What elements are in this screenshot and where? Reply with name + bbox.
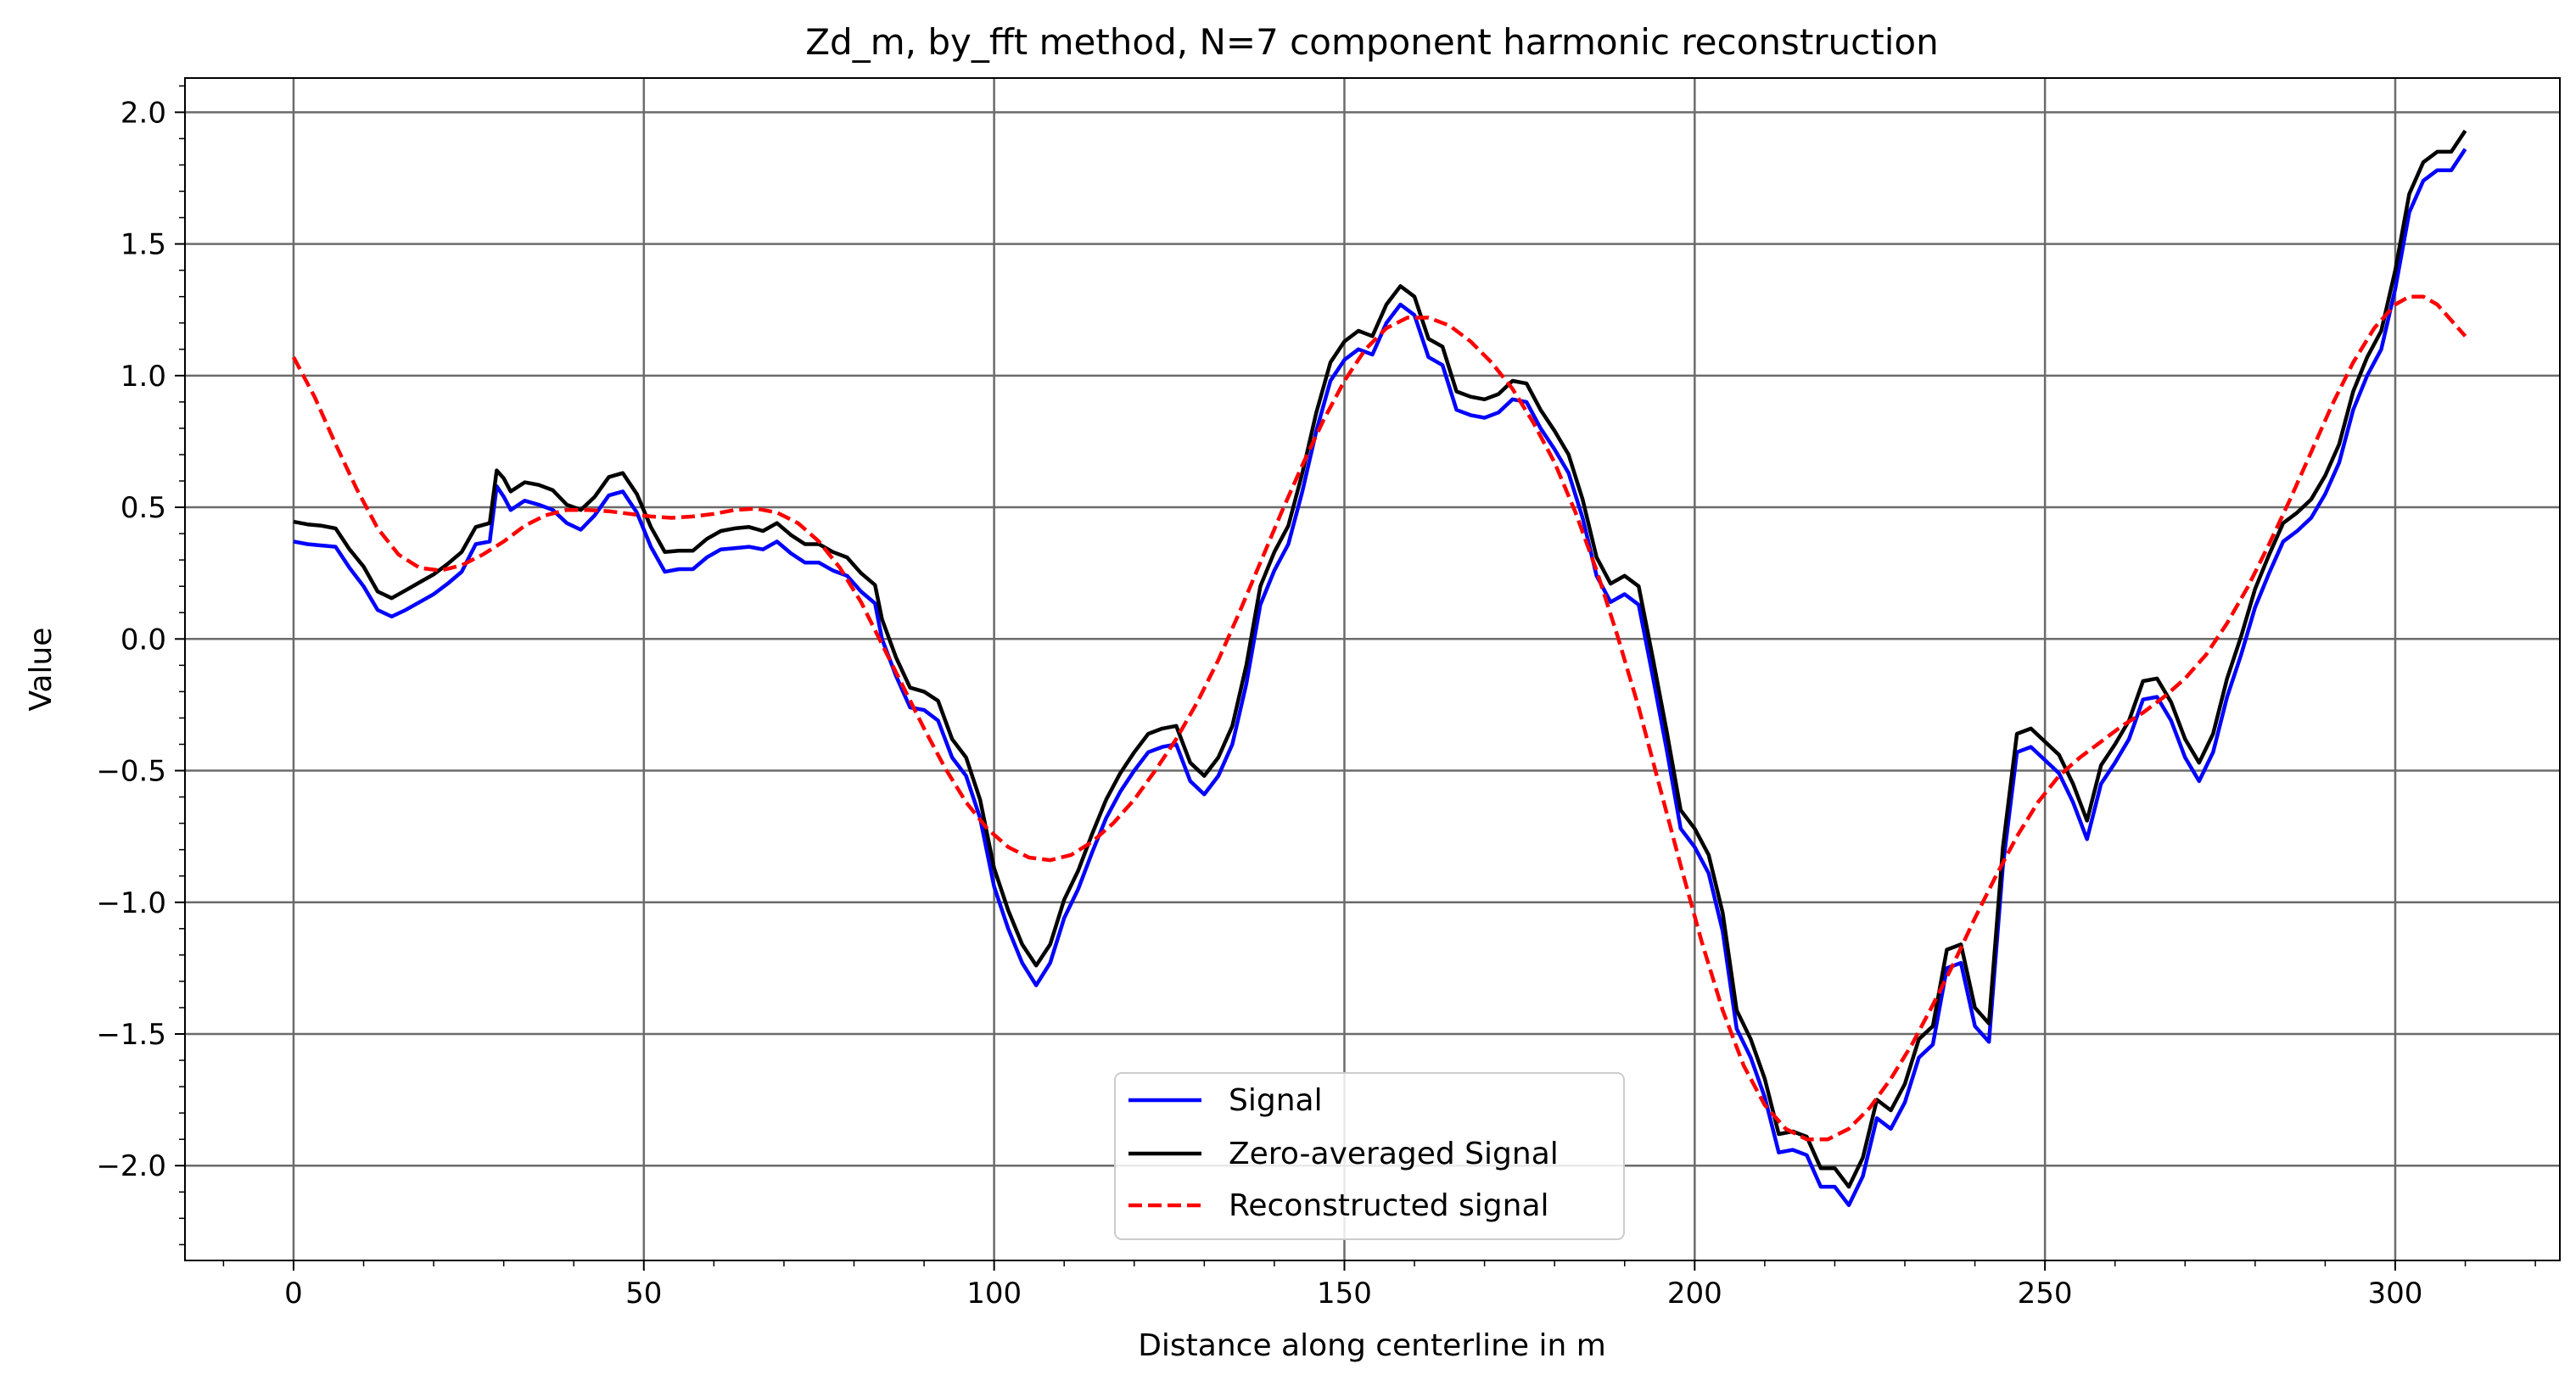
- axis-ticks: 0 50 100 150 200 250 300 −2.0 −1.5 −1.0 −0.5 0.0 0.5…: [96, 85, 2536, 1311]
- x-tick-label: 0: [284, 1277, 303, 1311]
- x-tick-label: 50: [625, 1277, 662, 1311]
- x-axis-label: Distance along centerline in m: [1138, 1328, 1606, 1363]
- x-tick-label: 150: [1317, 1277, 1372, 1311]
- x-tick-label: 200: [1667, 1277, 1722, 1311]
- legend-label-zero-averaged: Zero-averaged Signal: [1229, 1137, 1559, 1171]
- legend-label-signal: Signal: [1229, 1083, 1323, 1118]
- y-tick-label: −2.0: [96, 1149, 166, 1183]
- x-tick-label: 100: [966, 1277, 1022, 1311]
- x-tick-label: 300: [2368, 1277, 2423, 1311]
- plot-frame: [184, 77, 2561, 1261]
- grid-lines: [185, 78, 2560, 1260]
- y-axis-label: Value: [24, 628, 59, 712]
- y-tick-label: −0.5: [96, 755, 166, 789]
- series-lines: [292, 129, 2467, 1208]
- y-tick-label: 1.0: [120, 360, 166, 394]
- y-tick-label: 0.0: [120, 623, 166, 657]
- series-signal: [293, 148, 2467, 1208]
- legend-box: [1114, 1072, 1625, 1240]
- y-tick-label: 1.5: [120, 228, 166, 262]
- legend: Signal Zero-averaged Signal Reconstructe…: [1114, 1072, 1625, 1240]
- y-tick-label: 0.5: [120, 491, 166, 525]
- y-tick-label: 2.0: [120, 96, 166, 130]
- series-zero-averaged-signal: [293, 129, 2467, 1189]
- x-tick-label: 250: [2018, 1277, 2073, 1311]
- chart-title: Zd_m, by_fft method, N=7 component harmo…: [805, 21, 1938, 63]
- series-reconstructed-signal: [292, 294, 2467, 1142]
- legend-label-reconstructed: Reconstructed signal: [1229, 1188, 1549, 1223]
- y-tick-label: −1.0: [96, 886, 166, 920]
- y-tick-label: −1.5: [96, 1018, 166, 1052]
